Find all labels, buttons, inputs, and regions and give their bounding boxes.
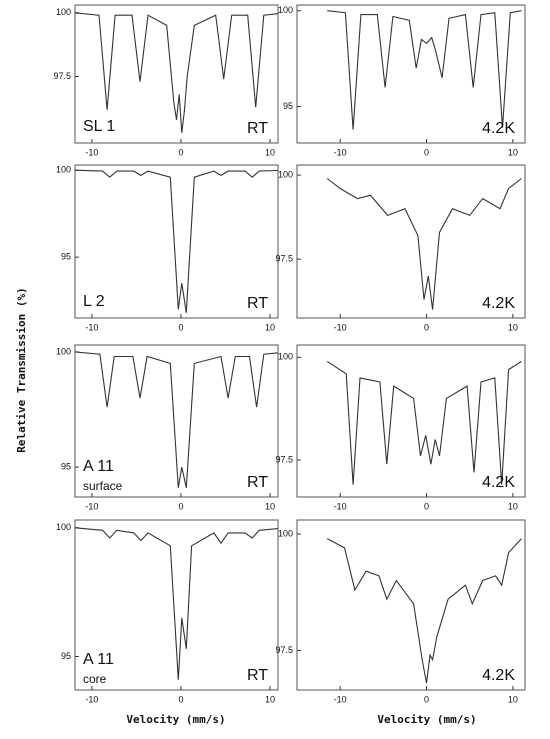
x-tick-label: 0 (178, 694, 183, 704)
x-tick-label: -10 (85, 501, 98, 511)
x-tick-label: 10 (508, 147, 518, 157)
panel-frame (74, 164, 279, 319)
x-tick-label: -10 (85, 322, 98, 332)
temperature-label: RT (247, 120, 268, 137)
x-axis-label: Velocity (mm/s) (377, 713, 476, 726)
temperature-label: 4.2K (482, 667, 515, 684)
x-tick-label: 0 (424, 147, 429, 157)
temperature-label: RT (247, 667, 268, 684)
spectrum-line (326, 178, 522, 310)
sample-label: A 11 (83, 651, 114, 668)
x-tick-label: -10 (85, 147, 98, 157)
temperature-label: 4.2K (482, 474, 515, 491)
y-tick-label: 97.5 (275, 254, 293, 264)
y-tick-label: 95 (61, 461, 71, 471)
panel-frame (296, 519, 526, 691)
x-tick-label: -10 (334, 501, 347, 511)
y-tick-label: 95 (61, 651, 71, 661)
y-tick-label: 100 (56, 7, 71, 17)
x-tick-label: 10 (265, 147, 275, 157)
spectrum-line (75, 12, 278, 133)
y-tick-label: 97.5 (275, 454, 293, 464)
temperature-label: 4.2K (482, 120, 515, 137)
x-tick-label: 0 (424, 501, 429, 511)
panel-frame (296, 164, 526, 319)
x-tick-label: 10 (265, 322, 275, 332)
temperature-label: 4.2K (482, 295, 515, 312)
panel-frame (296, 4, 526, 144)
temperature-label: RT (247, 474, 268, 491)
panel-frame (296, 344, 526, 498)
y-tick-label: 95 (61, 252, 71, 262)
x-tick-label: 10 (508, 694, 518, 704)
x-tick-label: -10 (85, 694, 98, 704)
y-tick-label: 100 (56, 522, 71, 532)
y-tick-label: 97.5 (53, 71, 71, 81)
temperature-label: RT (247, 295, 268, 312)
y-axis-label: Relative Transmission (%) (15, 287, 28, 453)
x-tick-label: 0 (178, 147, 183, 157)
x-tick-label: -10 (334, 322, 347, 332)
spectrum-line (75, 169, 278, 313)
spectrum-line (326, 538, 522, 684)
y-tick-label: 100 (56, 346, 71, 356)
sample-label: L 2 (83, 293, 105, 310)
y-tick-label: 100 (278, 528, 293, 538)
sample-label: A 11 (83, 458, 114, 475)
sample-label: SL 1 (83, 118, 115, 135)
y-tick-label: 100 (278, 5, 293, 15)
x-tick-label: 10 (508, 322, 518, 332)
sample-note: surface (83, 479, 123, 493)
x-tick-label: 0 (424, 694, 429, 704)
x-axis-label: Velocity (mm/s) (126, 713, 225, 726)
x-tick-label: 10 (265, 694, 275, 704)
sample-note: core (83, 672, 107, 686)
x-tick-label: 0 (178, 322, 183, 332)
y-tick-label: 100 (278, 169, 293, 179)
panel-frame (74, 519, 279, 691)
spectrum-line (327, 10, 522, 130)
y-tick-label: 97.5 (275, 645, 293, 655)
panel-frame (74, 344, 279, 498)
x-tick-label: -10 (334, 694, 347, 704)
x-tick-label: 10 (265, 501, 275, 511)
spectrum-line (75, 527, 278, 680)
y-tick-label: 100 (56, 165, 71, 175)
y-tick-label: 100 (278, 352, 293, 362)
spectrum-line (326, 360, 522, 485)
x-tick-label: 0 (178, 501, 183, 511)
y-tick-label: 95 (283, 101, 293, 111)
spectrum-line (75, 351, 278, 488)
x-tick-label: -10 (334, 147, 347, 157)
x-tick-label: 0 (424, 322, 429, 332)
x-tick-label: 10 (508, 501, 518, 511)
